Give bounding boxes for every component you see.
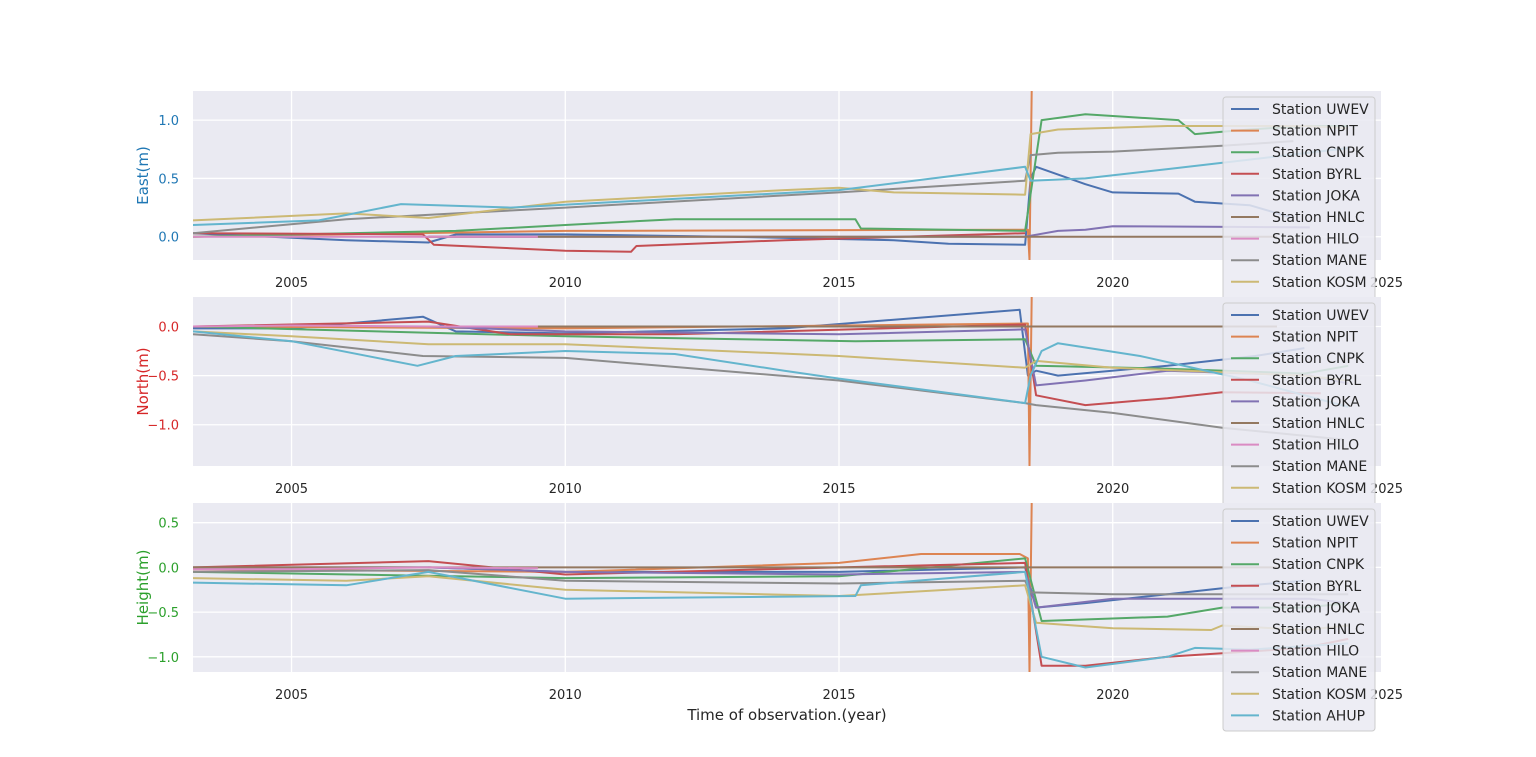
legend-label: Station CNPK (1272, 145, 1365, 161)
series-line-station-npit (193, 503, 1033, 672)
legend-label: Station UWEV (1272, 102, 1369, 118)
x-tick-label: 2010 (549, 688, 582, 703)
y-tick-label: 1.0 (158, 114, 179, 129)
legend-label: Station NPIT (1272, 330, 1358, 346)
legend-label: Station MANE (1272, 665, 1367, 681)
legend-label: Station NPIT (1272, 536, 1358, 552)
north-y-axis-title: North(m) (134, 347, 152, 415)
x-tick-label: 2010 (549, 482, 582, 497)
height-y-axis-title: Height(m) (134, 550, 152, 626)
x-tick-label: 2015 (822, 482, 855, 497)
plot-area (193, 503, 1381, 672)
legend-label: Station AHUP (1272, 708, 1365, 724)
series-line-station-kosm (193, 125, 1349, 222)
legend-label: Station CNPK (1272, 557, 1365, 573)
x-tick-label: 2015 (822, 688, 855, 703)
x-tick-label: 2020 (1096, 276, 1129, 291)
x-tick-label: 2020 (1096, 482, 1129, 497)
x-tick-label: 2025 (1370, 482, 1403, 497)
east-y-axis-title: East(m) (134, 146, 152, 205)
series-line-station-hilo (193, 324, 538, 328)
x-tick-label: 2005 (275, 276, 308, 291)
x-tick-label: 2010 (549, 276, 582, 291)
y-tick-label: 0.0 (158, 561, 179, 576)
x-tick-label: 2005 (275, 482, 308, 497)
series-line-station-npit (193, 91, 1033, 260)
y-tick-label: −1.0 (147, 651, 179, 666)
series-line-station-ahup (193, 147, 1349, 226)
series-line-station-ahup (193, 330, 1349, 408)
legend-label: Station HILO (1272, 644, 1359, 660)
legend-label: Station JOKA (1272, 600, 1360, 616)
y-tick-label: 0.0 (158, 231, 179, 246)
series-line-station-ahup (193, 570, 1349, 669)
legend-label: Station HNLC (1272, 210, 1365, 226)
legend-label: Station HNLC (1272, 622, 1365, 638)
north-panel: 2005 2010 2015 2020 2025 0.0 −0.5 −1.0 North(m) S… (134, 297, 1403, 526)
legend-label: Station HNLC (1272, 416, 1365, 432)
legend-label: Station HILO (1272, 438, 1359, 454)
legend-label: Station MANE (1272, 459, 1367, 475)
y-tick-label: −1.0 (147, 419, 179, 434)
legend-label: Station BYRL (1272, 579, 1361, 595)
x-tick-label: 2015 (822, 276, 855, 291)
y-tick-label: 0.0 (158, 320, 179, 335)
series-line-station-mane (193, 140, 1294, 235)
legend-label: Station UWEV (1272, 514, 1369, 530)
y-tick-label: −0.5 (147, 370, 179, 385)
legend-label: Station KOSM (1272, 481, 1367, 497)
y-tick-label: −0.5 (147, 606, 179, 621)
y-tick-label: 0.5 (158, 517, 179, 532)
x-tick-label: 2025 (1370, 276, 1403, 291)
legend-label: Station UWEV (1272, 308, 1369, 324)
x-tick-label: 2025 (1370, 688, 1403, 703)
legend-label: Station KOSM (1272, 687, 1367, 703)
east-panel: 2005 2010 2015 2020 2025 0.0 0.5 1.0 East(m) Stat… (134, 91, 1403, 320)
height-panel: 2005 2010 2015 2020 2025 0.5 0.0 −0.5 −1.0 Height… (134, 503, 1403, 732)
legend-label: Station NPIT (1272, 124, 1358, 140)
series-line-station-hilo (193, 566, 538, 571)
legend-label: Station KOSM (1272, 275, 1367, 291)
legend-label: Station BYRL (1272, 167, 1361, 183)
legend-label: Station HILO (1272, 232, 1359, 248)
series-line-station-uwev (193, 308, 1305, 377)
y-tick-label: 0.5 (158, 172, 179, 187)
legend-label: Station BYRL (1272, 373, 1361, 389)
x-tick-label: 2020 (1096, 688, 1129, 703)
legend-label: Station JOKA (1272, 394, 1360, 410)
legend-label: Station CNPK (1272, 351, 1365, 367)
x-tick-label: 2005 (275, 688, 308, 703)
legend (1222, 508, 1376, 732)
legend-label: Station JOKA (1272, 188, 1360, 204)
x-axis-title: Time of observation.(year) (686, 706, 886, 724)
legend-label: Station MANE (1272, 253, 1367, 269)
